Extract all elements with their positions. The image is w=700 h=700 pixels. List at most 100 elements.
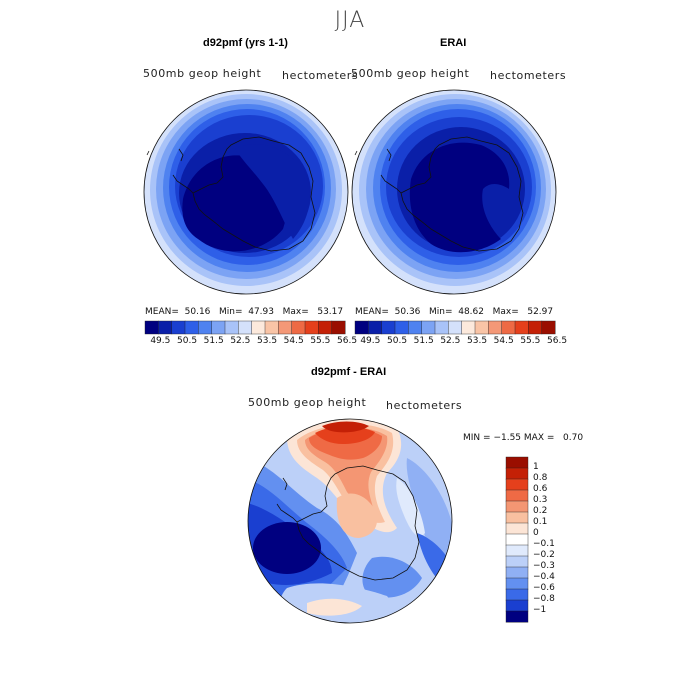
- colorbar-tick-label: 0.1: [533, 517, 548, 527]
- colorbar-tick-label: 0.3: [533, 495, 548, 505]
- colorbar-tick-label: 49.5: [360, 336, 381, 346]
- colorbar-swatch: [505, 566, 529, 579]
- panel1-max-value: 53.17: [317, 307, 344, 317]
- difference-max-value: 0.70: [563, 433, 584, 443]
- colorbar-swatch: [505, 489, 529, 502]
- panel2-colorbar-ticks: 49.5 50.5 51.5 52.5 53.5 54.5 55.5 56.5: [355, 336, 567, 348]
- colorbar-tick-label: 49.5: [150, 336, 171, 346]
- panel1-colorbar: [144, 320, 346, 335]
- colorbar-tick-label: 51.5: [413, 336, 434, 346]
- difference-min-label: MIN =: [463, 433, 491, 443]
- colorbar-tick-label: 55.5: [520, 336, 541, 346]
- colorbar-swatch: [505, 467, 529, 480]
- colorbar-swatch: [264, 320, 279, 335]
- difference-title: d92pmf - ERAI: [311, 366, 387, 378]
- colorbar-swatch: [505, 533, 529, 546]
- colorbar-tick-label: 54.5: [283, 336, 304, 346]
- panel1-map: [143, 89, 349, 295]
- colorbar-tick-label: 0.6: [533, 484, 548, 494]
- colorbar-swatch: [171, 320, 186, 335]
- colorbar-tick-label: 52.5: [440, 336, 461, 346]
- colorbar-swatch: [184, 320, 199, 335]
- panel2-max-value: 52.97: [527, 307, 554, 317]
- colorbar-tick-label: −0.2: [533, 550, 555, 560]
- difference-variable: 500mb geop height: [248, 396, 367, 409]
- colorbar-swatch: [421, 320, 436, 335]
- colorbar-swatch: [224, 320, 239, 335]
- colorbar-swatch: [238, 320, 253, 335]
- colorbar-swatch: [278, 320, 293, 335]
- colorbar-tick-label: −0.6: [533, 583, 555, 593]
- panel1-min-label: Min=: [218, 307, 243, 317]
- colorbar-tick-label: −0.8: [533, 594, 555, 604]
- colorbar-tick-label: 53.5: [467, 336, 488, 346]
- colorbar-swatch: [505, 577, 529, 590]
- colorbar-tick-label: 0.8: [533, 473, 548, 483]
- colorbar-swatch: [505, 544, 529, 557]
- panel2-min-value: 48.62: [458, 307, 484, 317]
- colorbar-tick-label: 55.5: [310, 336, 331, 346]
- colorbar-swatch: [505, 610, 529, 623]
- colorbar-swatch: [158, 320, 173, 335]
- colorbar-swatch: [505, 599, 529, 612]
- colorbar-swatch: [318, 320, 333, 335]
- colorbar-swatch: [448, 320, 463, 335]
- colorbar-swatch: [488, 320, 503, 335]
- difference-colorbar: [505, 456, 529, 623]
- colorbar-tick-label: 50.5: [177, 336, 198, 346]
- panel2-units: hectometers: [490, 69, 567, 82]
- colorbar-swatch: [474, 320, 489, 335]
- colorbar-tick-label: −0.1: [533, 539, 555, 549]
- colorbar-swatch: [541, 320, 556, 335]
- colorbar-swatch: [251, 320, 266, 335]
- colorbar-swatch: [461, 320, 476, 335]
- panel2-variable: 500mb geop height: [351, 67, 470, 80]
- colorbar-swatch: [505, 500, 529, 513]
- colorbar-swatch: [198, 320, 213, 335]
- colorbar-tick-label: 56.5: [337, 336, 358, 346]
- panel2-mean-label: MEAN=: [355, 307, 389, 317]
- colorbar-swatch: [304, 320, 319, 335]
- colorbar-tick-label: 53.5: [257, 336, 278, 346]
- colorbar-tick-label: 51.5: [203, 336, 224, 346]
- panel1-mean-value: 50.16: [184, 307, 211, 317]
- colorbar-swatch: [408, 320, 423, 335]
- colorbar-swatch: [368, 320, 383, 335]
- colorbar-swatch: [514, 320, 529, 335]
- colorbar-tick-label: 50.5: [387, 336, 408, 346]
- colorbar-swatch: [528, 320, 543, 335]
- colorbar-swatch: [505, 555, 529, 568]
- difference-units: hectometers: [386, 399, 463, 412]
- colorbar-swatch: [501, 320, 516, 335]
- panel1-stats: MEAN= 50.16 Min= 47.93 Max= 53.17: [145, 307, 343, 317]
- difference-colorbar-labels: 1 0.8 0.6 0.3 0.2 0.1 0 −0.1 −0.2 −0.3 −0.4 −0.6 −0.…: [533, 457, 573, 622]
- colorbar-swatch: [381, 320, 396, 335]
- colorbar-swatch: [394, 320, 409, 335]
- colorbar-tick-label: 1: [533, 462, 539, 472]
- colorbar-swatch: [211, 320, 226, 335]
- colorbar-swatch: [505, 522, 529, 535]
- panel1-max-label: Max=: [282, 307, 309, 317]
- colorbar-tick-label: 52.5: [230, 336, 251, 346]
- difference-stats: MIN = −1.55 MAX = 0.70: [463, 433, 583, 443]
- colorbar-tick-label: 0.2: [533, 506, 548, 516]
- panel1-units: hectometers: [282, 69, 359, 82]
- colorbar-tick-label: −0.4: [533, 572, 555, 582]
- panel2-title: ERAI: [440, 37, 467, 49]
- colorbar-swatch: [331, 320, 346, 335]
- difference-min-value: −1.55: [493, 433, 522, 443]
- panel1-mean-label: MEAN=: [145, 307, 179, 317]
- colorbar-tick-label: 56.5: [547, 336, 568, 346]
- colorbar-swatch: [505, 456, 529, 469]
- figure-title: JJA: [334, 8, 366, 33]
- panel2-colorbar: [354, 320, 556, 335]
- panel2-mean-value: 50.36: [394, 307, 421, 317]
- panel2-map: [351, 89, 557, 295]
- panel1-variable: 500mb geop height: [143, 67, 262, 80]
- colorbar-tick-label: −1: [533, 605, 547, 615]
- panel2-min-label: Min=: [428, 307, 453, 317]
- colorbar-swatch: [505, 478, 529, 491]
- difference-max-label: MAX =: [523, 433, 555, 443]
- panel2-max-label: Max=: [492, 307, 519, 317]
- colorbar-swatch: [505, 588, 529, 601]
